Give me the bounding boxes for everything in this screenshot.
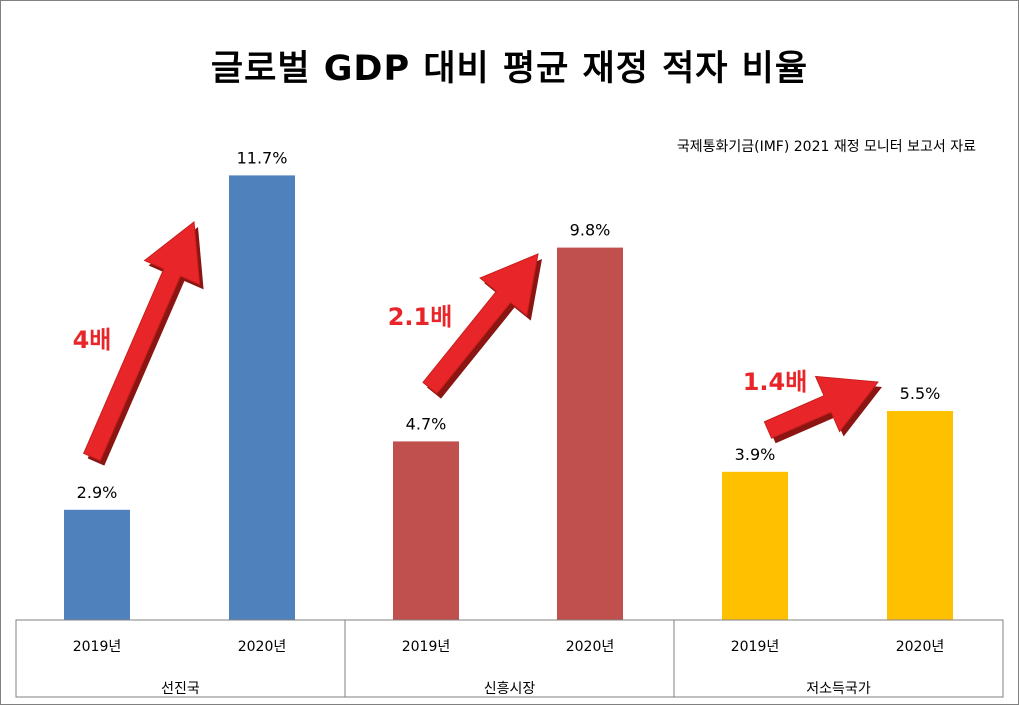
bar-선진국-2019년 [64,509,130,620]
source-annotation: 국제통화기금(IMF) 2021 재정 모니터 보고서 자료 [676,139,976,155]
x-tick-label: 2019년 [73,639,122,655]
growth-arrow [422,253,539,395]
group-label: 선진국 [161,681,200,697]
multiplier-label: 1.4배 [743,368,808,396]
bar-신흥시장-2019년 [393,441,459,620]
group-label: 신흥시장 [484,681,536,697]
multiplier-label: 4배 [73,326,112,354]
multiplier-label: 2.1배 [388,303,453,331]
x-tick-label: 2019년 [402,639,451,655]
x-tick-label: 2020년 [566,639,615,655]
bar-신흥시장-2020년 [557,247,623,620]
group-label: 저소득국가 [806,681,871,697]
x-tick-label: 2020년 [896,639,945,655]
arrows-layer: 4배 2.1배 1.4배 [73,221,882,466]
growth-arrow [763,375,879,439]
data-label: 5.5% [900,384,941,403]
data-label: 3.9% [735,445,776,464]
data-label: 4.7% [406,414,447,433]
chart-title: 글로벌 GDP 대비 평균 재정 적자 비율 [210,49,809,89]
bar-선진국-2020년 [229,175,295,620]
data-label: 11.7% [237,148,288,167]
data-label: 2.9% [77,483,118,502]
bar-저소득국가-2019년 [722,471,788,620]
data-label: 9.8% [570,221,611,240]
bars-layer: 2.9% 11.7% 4.7% 9.8% 3.9% 5.5% [64,148,953,620]
bar-저소득국가-2020년 [887,411,953,620]
growth-arrow [83,221,201,462]
x-tick-label: 2019년 [731,639,780,655]
x-tick-label: 2020년 [238,639,287,655]
